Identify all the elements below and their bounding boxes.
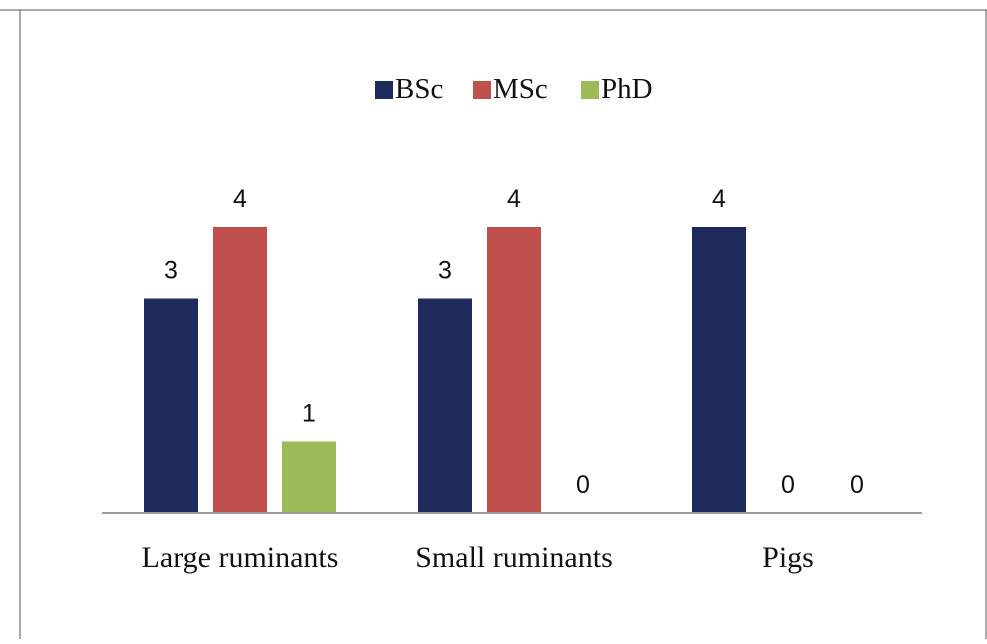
data-label-small-ruminants-phd: 0 — [576, 471, 590, 499]
legend-label-msc: MSc — [493, 73, 548, 105]
data-label-pigs-msc: 0 — [781, 471, 795, 499]
data-labels-group: 3 4 1 3 4 0 4 0 0 — [164, 185, 864, 499]
bar-large-ruminants-bsc — [144, 298, 198, 513]
data-label-large-ruminants-phd: 1 — [302, 400, 316, 428]
data-label-pigs-bsc: 4 — [712, 185, 726, 213]
bar-small-ruminants-msc — [487, 227, 541, 513]
data-label-large-ruminants-bsc: 3 — [164, 257, 178, 285]
bars-group — [144, 227, 746, 513]
legend: BSc MSc PhD — [375, 73, 653, 105]
category-label-large-ruminants: Large ruminants — [142, 541, 339, 574]
bar-large-ruminants-msc — [213, 227, 267, 513]
data-label-large-ruminants-msc: 4 — [233, 185, 247, 213]
bar-large-ruminants-phd — [282, 441, 336, 513]
data-label-small-ruminants-bsc: 3 — [438, 257, 452, 285]
bar-small-ruminants-bsc — [418, 298, 472, 513]
legend-swatch-msc — [473, 81, 491, 99]
data-label-small-ruminants-msc: 4 — [507, 185, 521, 213]
legend-label-phd: PhD — [601, 73, 653, 105]
legend-label-bsc: BSc — [395, 73, 443, 105]
legend-swatch-bsc — [375, 81, 393, 99]
category-labels-group: Large ruminants Small ruminants Pigs — [142, 541, 814, 574]
legend-swatch-phd — [581, 81, 599, 99]
bar-pigs-bsc — [692, 227, 746, 513]
category-label-small-ruminants: Small ruminants — [415, 541, 613, 574]
category-label-pigs: Pigs — [762, 541, 814, 574]
data-label-pigs-phd: 0 — [850, 471, 864, 499]
